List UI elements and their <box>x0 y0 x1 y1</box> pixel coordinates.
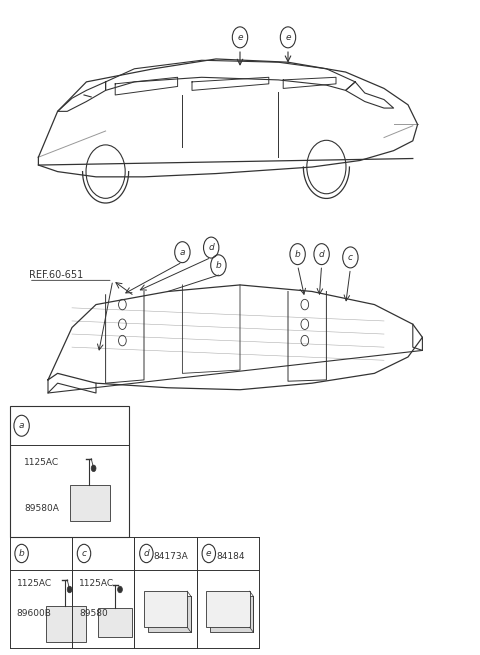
Text: d: d <box>319 250 324 259</box>
FancyBboxPatch shape <box>210 596 253 633</box>
Text: e: e <box>285 33 291 42</box>
FancyBboxPatch shape <box>10 406 130 537</box>
FancyBboxPatch shape <box>148 596 191 633</box>
Text: e: e <box>206 549 212 558</box>
FancyBboxPatch shape <box>70 485 110 521</box>
Circle shape <box>91 465 96 472</box>
Text: d: d <box>144 549 149 558</box>
FancyBboxPatch shape <box>98 608 132 637</box>
FancyBboxPatch shape <box>46 606 86 642</box>
Circle shape <box>67 586 72 593</box>
Text: 89600B: 89600B <box>17 608 52 618</box>
Text: 89580: 89580 <box>79 608 108 618</box>
Text: 84173A: 84173A <box>154 552 188 561</box>
Text: REF.60-651: REF.60-651 <box>29 271 83 280</box>
Text: e: e <box>237 33 243 42</box>
FancyBboxPatch shape <box>144 591 187 627</box>
Text: c: c <box>82 549 86 558</box>
Text: c: c <box>348 253 353 262</box>
Text: 1125AC: 1125AC <box>17 579 52 588</box>
Circle shape <box>118 586 122 593</box>
FancyBboxPatch shape <box>206 591 250 627</box>
Text: b: b <box>295 250 300 259</box>
Text: d: d <box>208 243 214 252</box>
Text: 89580A: 89580A <box>24 504 59 513</box>
Text: a: a <box>180 248 185 257</box>
Text: 84184: 84184 <box>216 552 244 561</box>
Text: 1125AC: 1125AC <box>24 458 59 467</box>
Text: b: b <box>19 549 24 558</box>
Text: a: a <box>19 421 24 430</box>
Text: b: b <box>216 261 221 270</box>
Text: 1125AC: 1125AC <box>79 579 114 588</box>
